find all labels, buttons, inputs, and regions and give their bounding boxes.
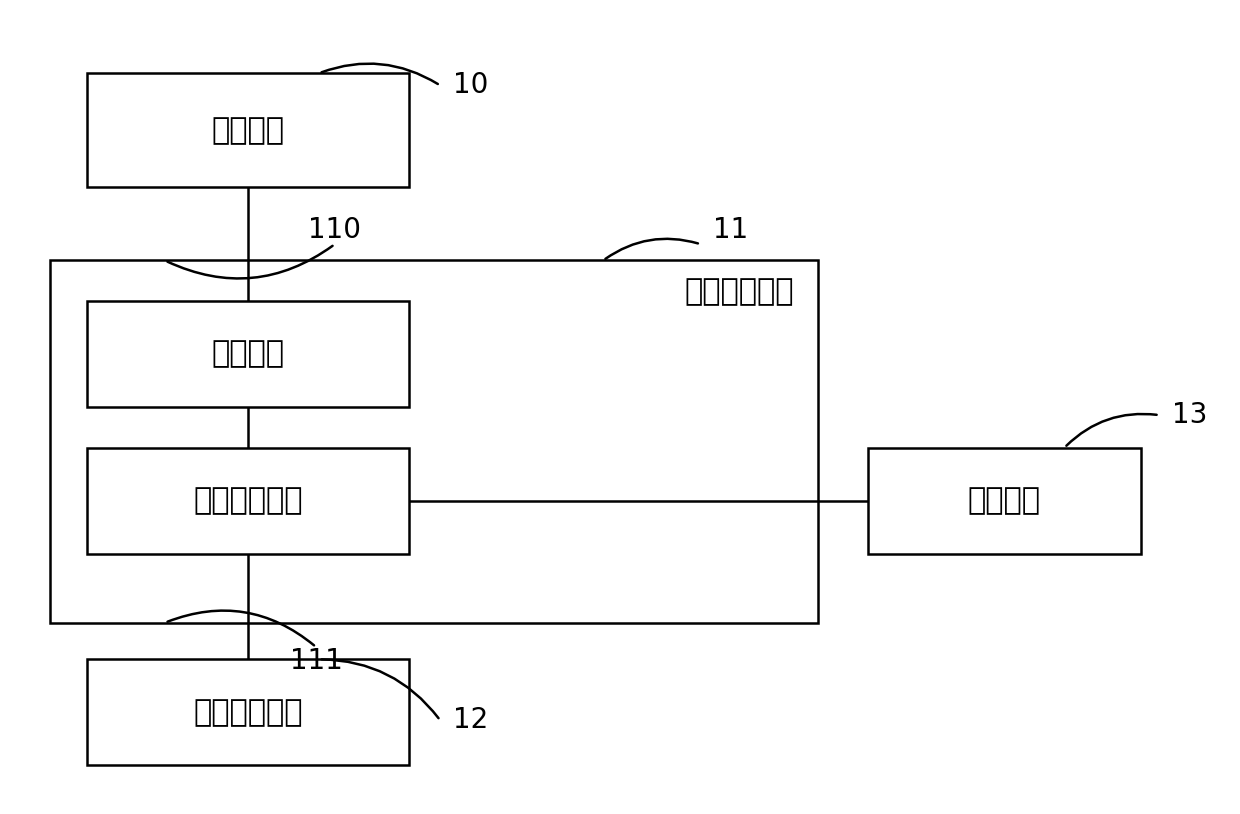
Text: 12: 12 bbox=[453, 707, 487, 734]
Bar bbox=[87, 659, 409, 765]
Text: 储存模块: 储存模块 bbox=[968, 486, 1040, 515]
Text: 10: 10 bbox=[453, 72, 489, 99]
Text: 111: 111 bbox=[290, 647, 342, 675]
Bar bbox=[868, 448, 1141, 554]
Text: 影像压制芯片: 影像压制芯片 bbox=[193, 486, 303, 515]
Text: 110: 110 bbox=[309, 217, 361, 244]
Bar bbox=[87, 448, 409, 554]
Bar bbox=[87, 301, 409, 407]
Text: 摄像模块: 摄像模块 bbox=[212, 116, 284, 145]
Bar bbox=[50, 260, 818, 623]
Text: 事故侦测模块: 事故侦测模块 bbox=[193, 698, 303, 727]
Text: 13: 13 bbox=[1172, 401, 1208, 429]
Text: 11: 11 bbox=[713, 217, 748, 244]
Text: 图像处理中心: 图像处理中心 bbox=[684, 277, 794, 306]
Bar bbox=[87, 73, 409, 187]
Text: 暂存模块: 暂存模块 bbox=[212, 339, 284, 369]
